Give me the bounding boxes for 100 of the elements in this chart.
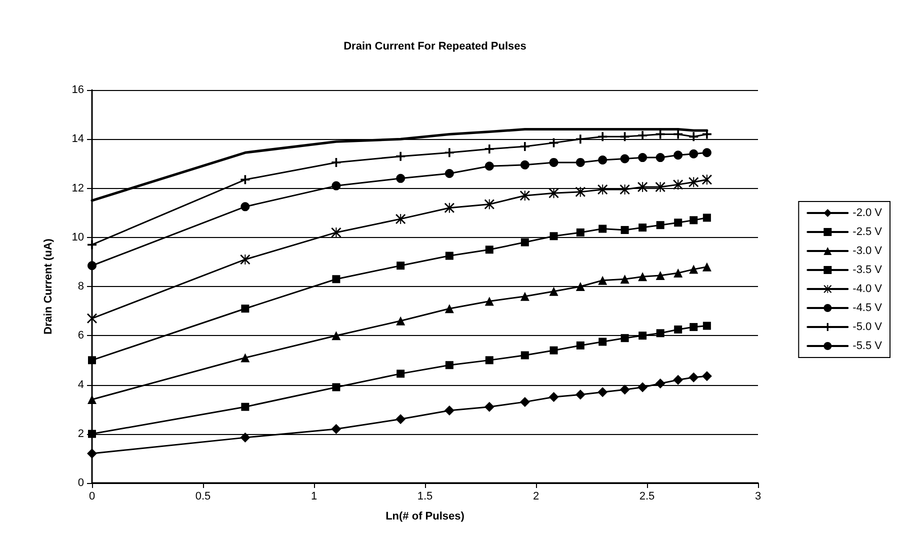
point — [702, 174, 712, 185]
point — [444, 169, 454, 178]
point — [240, 353, 250, 362]
y-axis-title: Drain Current (uA) — [42, 238, 54, 334]
point — [656, 270, 665, 280]
point — [620, 384, 630, 395]
point — [598, 132, 608, 142]
x-tick-label: 2.5 — [639, 490, 655, 502]
point — [485, 246, 494, 254]
point — [548, 188, 559, 198]
point — [702, 148, 712, 158]
point — [702, 262, 712, 272]
point — [241, 304, 250, 313]
point — [484, 144, 494, 154]
point — [576, 158, 585, 167]
x-tick-label: 1 — [310, 490, 318, 502]
legend-label: -3.5 V — [852, 264, 883, 276]
y-tick-label: 6 — [78, 330, 84, 342]
legend-label: -4.0 V — [852, 283, 883, 295]
point — [332, 383, 340, 392]
point — [549, 286, 558, 296]
y-tick-label: 8 — [78, 280, 84, 292]
point — [689, 149, 698, 158]
point — [674, 150, 683, 160]
y-tick-label: 0 — [78, 477, 84, 489]
legend-label: -2.0 V — [852, 207, 883, 219]
point — [520, 142, 530, 151]
legend-label: -2.5 V — [852, 226, 883, 238]
point — [598, 224, 607, 233]
point — [673, 180, 684, 190]
point — [689, 264, 698, 274]
point — [688, 372, 699, 382]
point — [620, 226, 629, 234]
point — [520, 190, 530, 201]
point — [485, 356, 494, 364]
y-tick-label: 2 — [78, 428, 84, 440]
point — [520, 396, 530, 407]
point — [332, 275, 340, 284]
point — [520, 351, 529, 360]
point — [88, 356, 96, 364]
point — [575, 186, 586, 197]
point — [548, 392, 559, 402]
point — [484, 162, 494, 171]
point — [444, 148, 454, 158]
x-tick-label: 1.5 — [417, 490, 433, 502]
point — [445, 361, 454, 370]
point — [332, 181, 341, 190]
legend-label: -5.0 V — [852, 321, 883, 333]
legend-label: -5.5 V — [852, 340, 883, 352]
point — [576, 228, 584, 236]
point — [674, 268, 683, 278]
point — [620, 274, 630, 284]
point — [702, 130, 712, 139]
point — [689, 132, 698, 142]
point — [620, 184, 630, 194]
chart-title: Drain Current For Repeated Pulses — [344, 40, 526, 52]
point — [690, 216, 698, 224]
point — [656, 221, 664, 230]
point — [396, 214, 406, 224]
y-tick-label: 12 — [72, 182, 84, 194]
point — [638, 153, 648, 162]
point — [550, 346, 558, 354]
x-tick-label: 2 — [532, 490, 540, 502]
point — [396, 152, 406, 161]
point — [240, 254, 250, 264]
y-tick-label: 14 — [72, 133, 84, 146]
point — [598, 338, 607, 346]
point — [520, 292, 530, 301]
point — [396, 370, 405, 378]
point — [444, 202, 454, 213]
point — [575, 390, 586, 400]
y-tick-label: 16 — [72, 84, 84, 96]
point — [638, 182, 648, 192]
point — [396, 174, 406, 183]
point — [673, 374, 684, 385]
x-tick-label: 3 — [754, 490, 762, 502]
point — [88, 240, 96, 250]
point — [638, 382, 648, 392]
x-tick-label: 0 — [88, 490, 96, 502]
point — [396, 316, 406, 326]
point — [656, 153, 665, 162]
point — [87, 313, 97, 324]
point — [598, 276, 608, 285]
point — [638, 224, 647, 232]
point — [598, 387, 608, 398]
point — [520, 160, 530, 170]
point — [674, 130, 683, 139]
point — [396, 414, 406, 424]
point — [638, 272, 648, 282]
point — [396, 262, 405, 270]
point — [240, 202, 250, 212]
point — [445, 252, 454, 260]
x-axis-title: Ln(# of Pulses) — [386, 510, 465, 522]
point — [444, 304, 454, 314]
point — [620, 154, 630, 164]
point — [484, 402, 494, 412]
point — [688, 177, 699, 188]
point — [655, 182, 666, 192]
point — [674, 325, 682, 334]
point — [549, 158, 558, 167]
